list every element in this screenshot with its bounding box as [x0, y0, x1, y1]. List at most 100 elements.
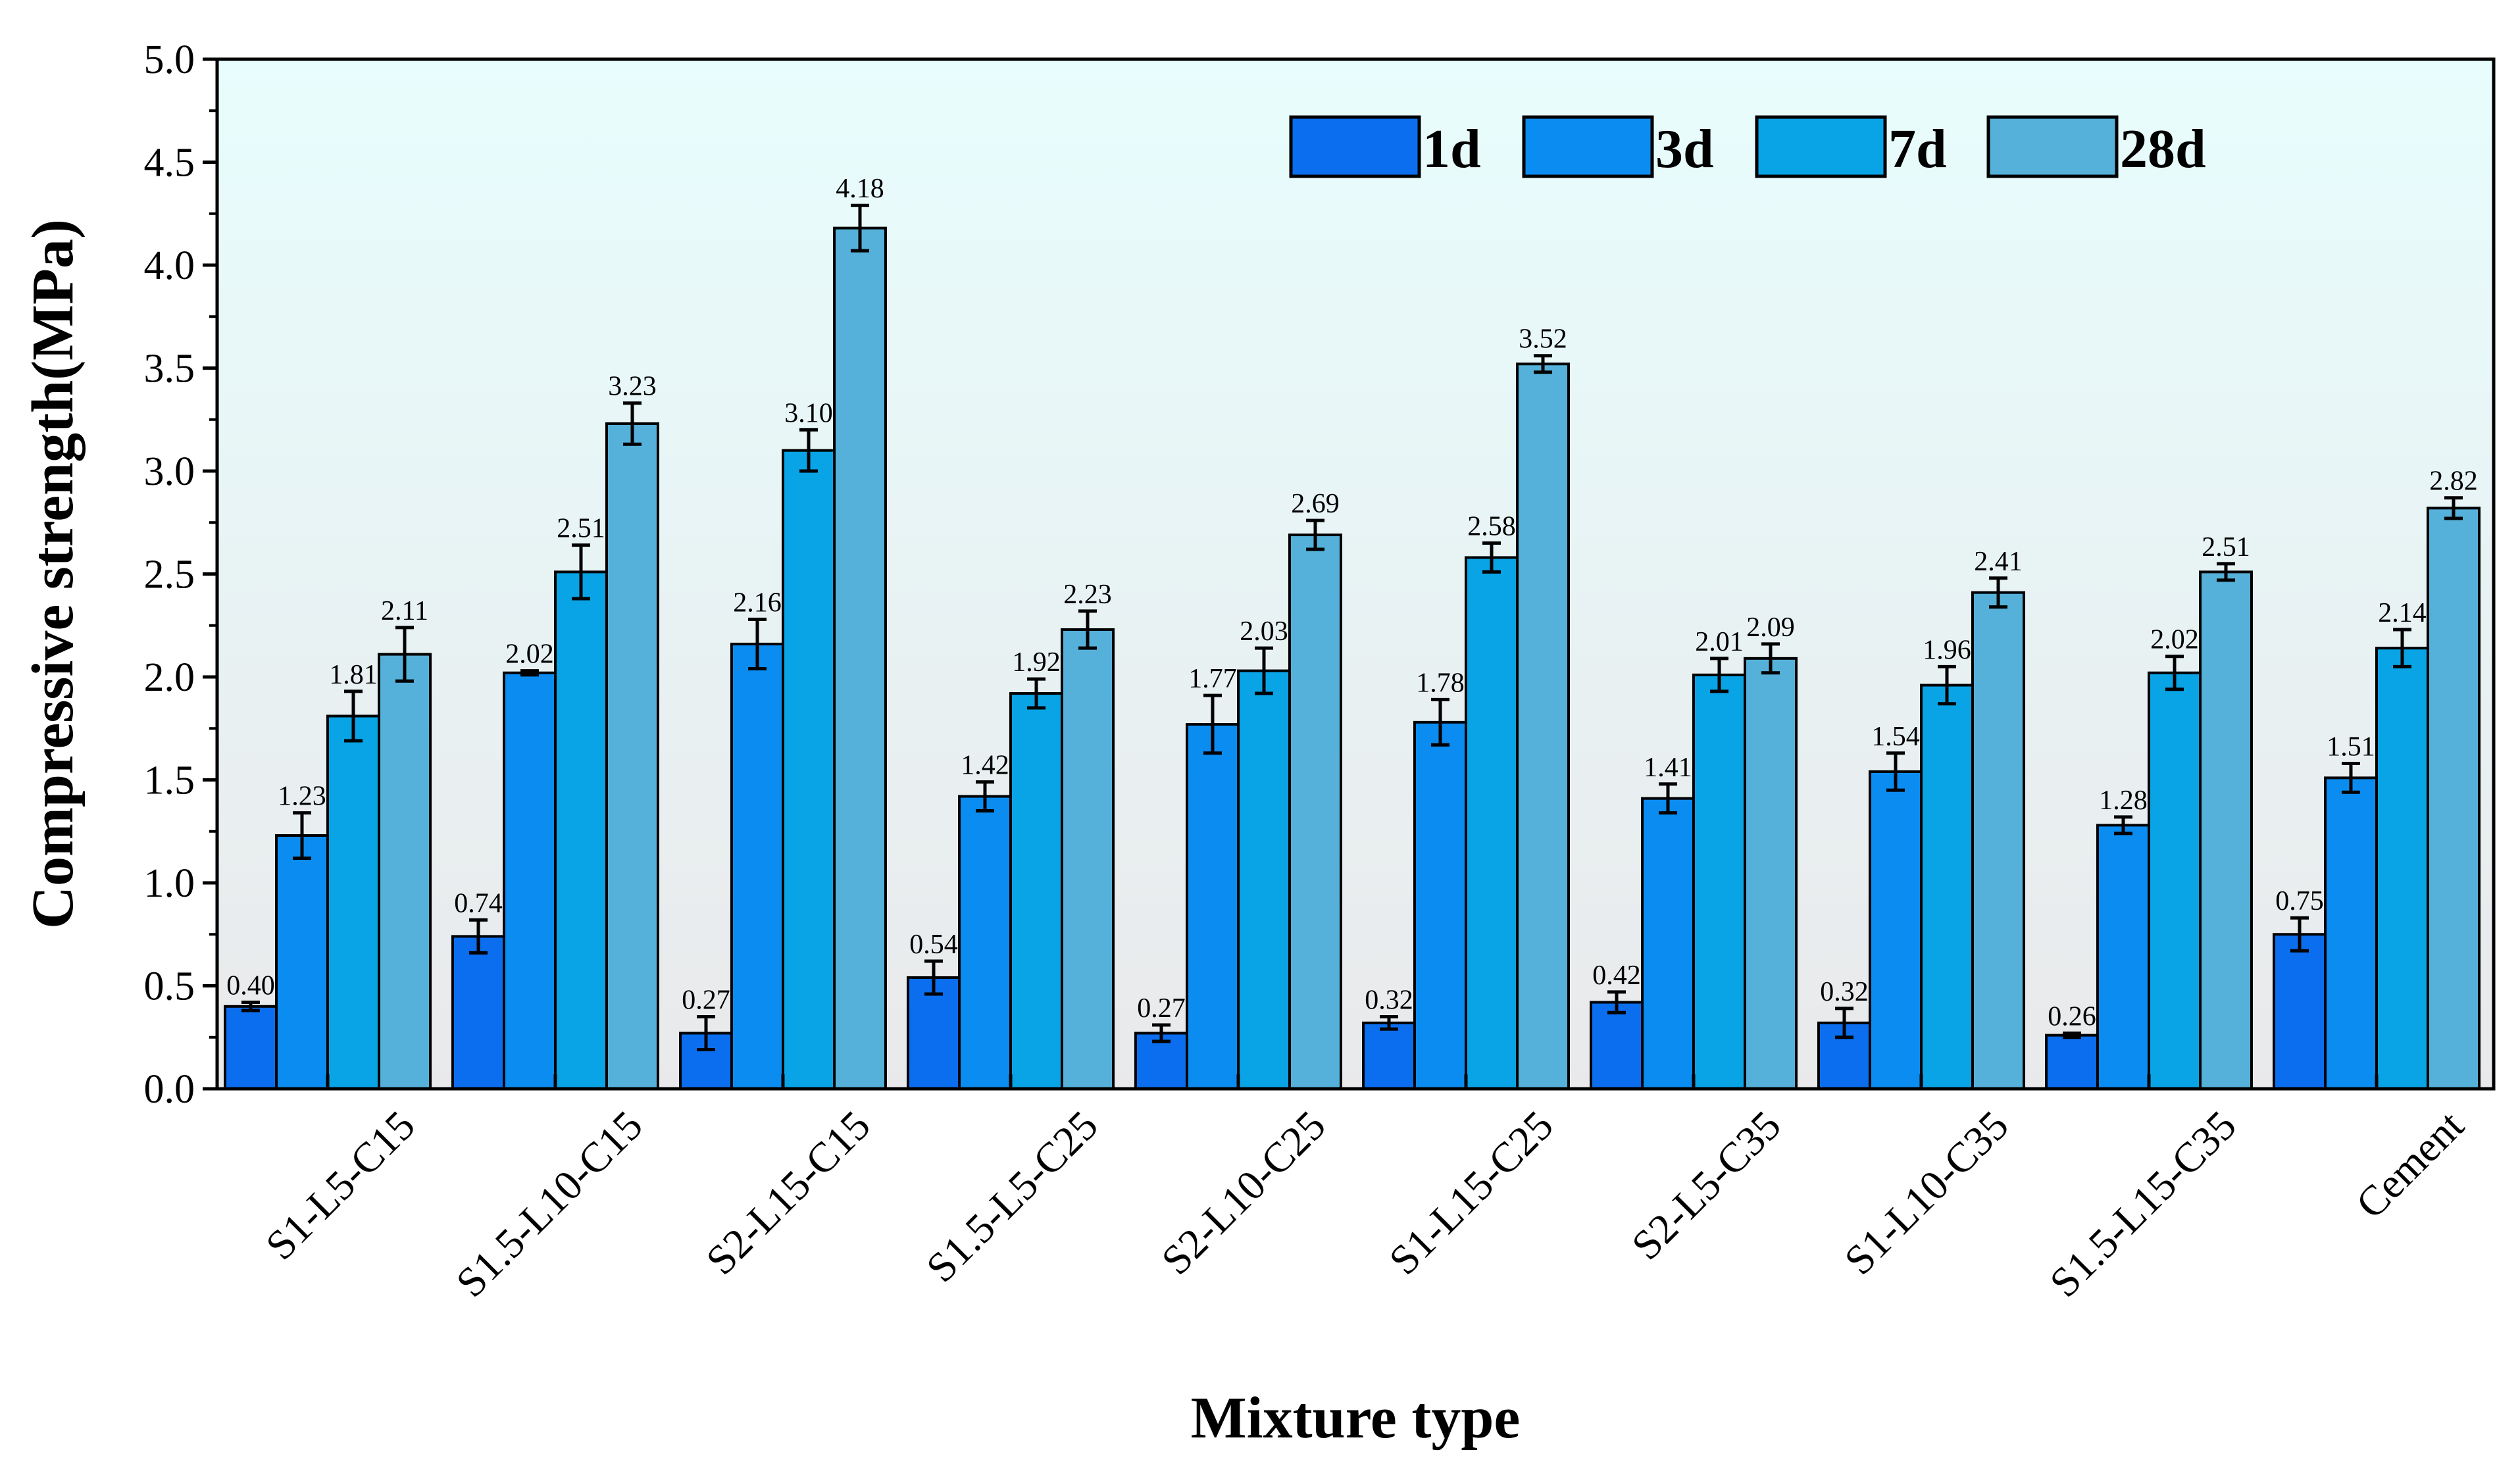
x-tick-label-S2-L10-C25: S2-L10-C25: [1152, 1102, 1334, 1284]
data-label-7d-S2-L15-C15: 3.10: [784, 398, 833, 428]
y-tick-label: 1.0: [144, 861, 195, 906]
data-label-1d-Cement: 0.75: [2275, 886, 2324, 916]
data-label-7d-S1-L10-C35: 1.96: [1923, 635, 1971, 665]
bar-3d-S1.5-L15-C35: [2096, 824, 2150, 1090]
bar-28d-S1.5-L15-C35: [2199, 570, 2253, 1090]
x-tick-label-S1.5-L5-C25: S1.5-L5-C25: [917, 1102, 1107, 1291]
bar-7d-S1-L5-C15: [326, 714, 380, 1090]
x-axis: S1-L5-C15 S1.5-L10-C15 S2-L15-C15 S1.5-L5-C…: [257, 1074, 2473, 1306]
data-label-3d-S2-L10-C25: 1.77: [1188, 664, 1237, 694]
data-label-3d-S1-L5-C15: 1.23: [278, 782, 326, 812]
data-label-28d-S1-L15-C25: 3.52: [1519, 324, 1567, 355]
y-tick-label: 4.5: [144, 141, 195, 186]
data-label-28d-S1-L5-C15: 2.11: [381, 596, 428, 626]
legend-label-28d: 28d: [2120, 118, 2206, 180]
data-label-28d-S1.5-L10-C15: 3.23: [608, 372, 657, 402]
bar-7d-S1.5-L15-C35: [2148, 671, 2202, 1090]
bar-28d-S1-L10-C35: [1971, 591, 2025, 1090]
bar-28d-S1-L15-C25: [1516, 362, 1570, 1090]
bar-3d-S1.5-L10-C15: [503, 671, 557, 1090]
bar-7d-S1.5-L5-C25: [1009, 692, 1063, 1091]
data-label-3d-S1.5-L15-C35: 1.28: [2099, 785, 2148, 816]
data-label-1d-S1.5-L10-C15: 0.74: [454, 888, 503, 918]
data-label-3d-S2-L5-C35: 1.41: [1644, 753, 1692, 783]
bar-7d-Cement: [2375, 647, 2429, 1090]
bar-7d-S2-L10-C25: [1237, 669, 1291, 1090]
data-label-7d-S1.5-L15-C35: 2.02: [2150, 625, 2199, 655]
y-tick-label: 4.0: [144, 243, 195, 288]
y-tick-label: 3.5: [144, 347, 195, 391]
bar-3d-S1-L15-C25: [1413, 720, 1467, 1090]
bar-28d-Cement: [2427, 507, 2481, 1090]
data-label-7d-Cement: 2.14: [2378, 598, 2427, 628]
data-label-28d-Cement: 2.82: [2429, 466, 2478, 497]
data-label-1d-S1.5-L15-C35: 0.26: [2048, 1001, 2096, 1032]
data-label-7d-S1-L5-C15: 1.81: [329, 660, 378, 690]
y-tick-label: 1.5: [144, 759, 195, 803]
data-label-3d-S1-L15-C25: 1.78: [1416, 668, 1465, 698]
bar-28d-S1.5-L10-C15: [605, 422, 659, 1090]
bar-7d-S2-L15-C15: [782, 449, 836, 1090]
bar-28d-S2-L5-C35: [1744, 657, 1798, 1090]
bar-3d-S1-L10-C35: [1869, 770, 1923, 1090]
data-label-1d-S2-L15-C15: 0.27: [682, 985, 730, 1015]
data-label-28d-S2-L10-C25: 2.69: [1291, 489, 1340, 519]
data-label-7d-S1.5-L10-C15: 2.51: [557, 514, 605, 544]
y-tick-label: 3.0: [144, 449, 195, 494]
data-label-28d-S2-L15-C15: 4.18: [836, 174, 884, 204]
bar-7d-S1-L15-C25: [1465, 556, 1519, 1090]
legend-swatch-1d: [1289, 115, 1421, 178]
data-label-1d-S1-L5-C15: 0.40: [226, 971, 275, 1001]
x-tick-label-S2-L5-C35: S2-L5-C35: [1623, 1102, 1790, 1269]
x-tick-label-Cement: Cement: [2347, 1102, 2473, 1228]
error-bars-layer: [241, 203, 2463, 1052]
bars-layer: [224, 226, 2481, 1091]
bar-28d-S1-L5-C15: [378, 653, 432, 1090]
bar-3d-Cement: [2324, 776, 2378, 1090]
y-tick-label: 2.0: [144, 655, 195, 700]
legend: 1d 3d 7d 28d: [1289, 115, 2206, 180]
data-label-7d-S2-L5-C35: 2.01: [1695, 627, 1744, 657]
bar-1d-S1.5-L15-C35: [2045, 1034, 2099, 1090]
bar-1d-S1.5-L10-C15: [451, 935, 505, 1090]
x-tick-label-S1-L5-C15: S1-L5-C15: [257, 1102, 424, 1269]
bar-1d-S1-L5-C15: [224, 1005, 278, 1091]
x-axis-title: Mixture type: [1191, 1385, 1521, 1451]
legend-label-1d: 1d: [1423, 118, 1481, 180]
y-tick-label: 0.5: [144, 964, 195, 1009]
legend-label-7d: 7d: [1888, 118, 1947, 180]
x-tick-label-S1-L15-C25: S1-L15-C25: [1380, 1102, 1561, 1284]
x-tick-label-S1-L10-C35: S1-L10-C35: [1835, 1102, 2017, 1284]
data-label-1d-S2-L10-C25: 0.27: [1137, 993, 1186, 1024]
bar-7d-S2-L5-C35: [1692, 673, 1746, 1090]
bar-1d-S2-L5-C35: [1590, 1001, 1644, 1091]
legend-swatch-28d: [1986, 115, 2119, 178]
y-tick-label: 0.0: [144, 1067, 195, 1112]
data-label-7d-S1-L15-C25: 2.58: [1467, 512, 1516, 542]
bar-3d-S2-L5-C35: [1641, 797, 1695, 1091]
bar-3d-S2-L10-C25: [1186, 722, 1240, 1090]
bar-3d-S1.5-L5-C25: [958, 795, 1012, 1091]
data-label-1d-S1.5-L5-C25: 0.54: [909, 930, 958, 960]
data-label-1d-S1-L10-C35: 0.32: [1820, 977, 1869, 1007]
data-label-3d-Cement: 1.51: [2327, 732, 2375, 762]
bar-1d-Cement: [2273, 933, 2327, 1090]
data-label-28d-S1.5-L5-C25: 2.23: [1063, 580, 1112, 610]
bar-3d-S2-L15-C15: [730, 642, 784, 1090]
data-label-3d-S1-L10-C35: 1.54: [1871, 722, 1920, 752]
data-label-3d-S1.5-L5-C25: 1.42: [961, 751, 1009, 781]
y-axis-title: Compressive strength(MPa): [20, 219, 86, 929]
data-label-7d-S1.5-L5-C25: 1.92: [1012, 647, 1061, 678]
legend-swatch-7d: [1755, 115, 1887, 178]
x-tick-label-S2-L15-C15: S2-L15-C15: [697, 1102, 878, 1284]
x-tick-label-S1.5-L10-C15: S1.5-L10-C15: [447, 1102, 651, 1306]
data-label-3d-S2-L15-C15: 2.16: [733, 587, 782, 618]
bar-28d-S2-L10-C25: [1288, 534, 1342, 1090]
bar-1d-S1-L15-C25: [1362, 1021, 1416, 1090]
y-tick-label: 2.5: [144, 553, 195, 597]
data-label-28d-S1-L10-C35: 2.41: [1974, 547, 2023, 577]
y-tick-label: 5.0: [144, 37, 195, 82]
data-label-1d-S2-L5-C35: 0.42: [1592, 960, 1641, 991]
data-label-7d-S2-L10-C25: 2.03: [1240, 616, 1288, 647]
x-tick-label-S1.5-L15-C35: S1.5-L15-C35: [2040, 1102, 2244, 1306]
